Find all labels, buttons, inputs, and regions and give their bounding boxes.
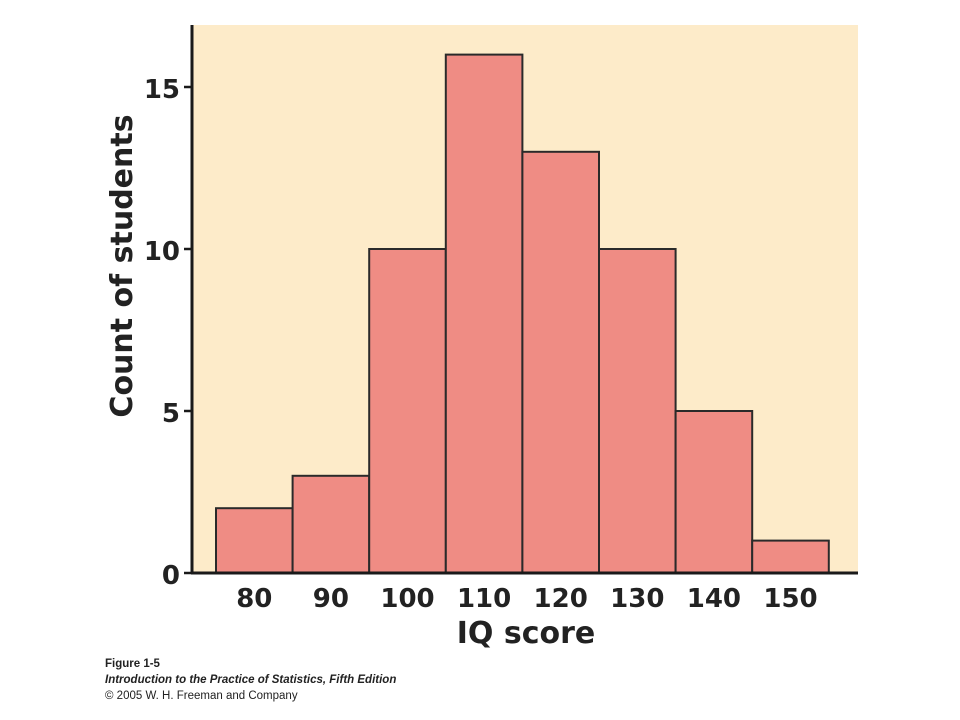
y-axis-label: Count of students bbox=[105, 114, 140, 417]
y-tick-label-10: 10 bbox=[144, 237, 180, 267]
bar-120 bbox=[521, 150, 601, 575]
x-ticks-group: 80 90 100 110 120 130 140 150 bbox=[236, 584, 817, 614]
bar-150 bbox=[751, 539, 830, 574]
x-tick-label-80: 80 bbox=[236, 584, 272, 614]
x-tick-label-90: 90 bbox=[313, 584, 349, 614]
figure-caption: Figure 1-5 Introduction to the Practice … bbox=[105, 656, 396, 704]
x-tick-label-100: 100 bbox=[380, 584, 434, 614]
copyright-notice: © 2005 W. H. Freeman and Company bbox=[105, 690, 298, 702]
bar-140 bbox=[674, 410, 754, 574]
x-axis-label: IQ score bbox=[457, 616, 596, 651]
bars-group bbox=[215, 53, 830, 575]
x-tick-label-150: 150 bbox=[763, 584, 817, 614]
bar-130 bbox=[598, 248, 677, 574]
y-tick-label-15: 15 bbox=[144, 75, 180, 105]
y-ticks-group: 0 5 10 15 bbox=[144, 75, 192, 591]
x-tick-label-110: 110 bbox=[457, 584, 511, 614]
y-tick-label-0: 0 bbox=[162, 561, 180, 591]
bar-80 bbox=[215, 507, 294, 575]
x-tick-label-130: 130 bbox=[610, 584, 664, 614]
bar-110 bbox=[444, 53, 524, 575]
bar-90 bbox=[291, 474, 371, 574]
x-tick-label-140: 140 bbox=[687, 584, 741, 614]
x-tick-label-120: 120 bbox=[534, 584, 588, 614]
figure-label: Figure 1-5 bbox=[105, 658, 160, 670]
book-title: Introduction to the Practice of Statisti… bbox=[105, 674, 397, 686]
y-tick-label-5: 5 bbox=[162, 399, 180, 429]
bar-100 bbox=[368, 248, 447, 574]
